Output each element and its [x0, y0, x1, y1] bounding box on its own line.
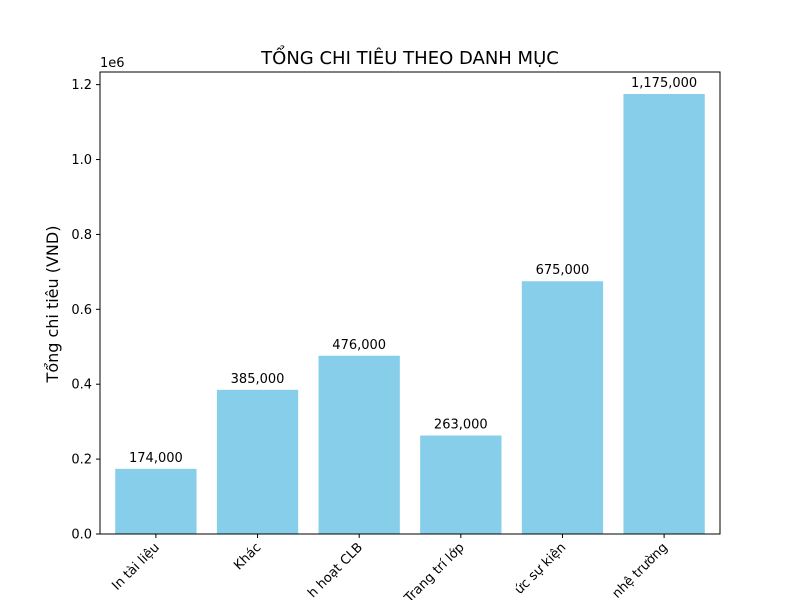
- bar-value-label: 385,000: [231, 372, 285, 387]
- x-tick-label: nhệ trường: [610, 540, 671, 600]
- bar: [216, 389, 299, 534]
- y-tick-label: 1.2: [71, 78, 92, 93]
- bar: [521, 281, 604, 534]
- bar: [420, 435, 502, 534]
- bar-value-label: 675,000: [536, 263, 590, 278]
- x-tick-label: ức sự kiện: [512, 540, 569, 597]
- x-tick-label: Trang trí lớp: [401, 540, 467, 600]
- bar: [318, 355, 400, 534]
- x-tick-label: In tài liệu: [109, 540, 162, 593]
- y-axis-label: Tổng chi tiêu (VND): [43, 226, 62, 384]
- y-tick-label: 0.2: [71, 453, 92, 468]
- plot-area: 0.0 0.2 0.4 0.6 0.8 1.0 1.2 In tài liệu Khác h ho…: [71, 71, 721, 604]
- plot-frame: [99, 71, 721, 535]
- y-tick-label: 0.6: [71, 303, 92, 318]
- x-tick-label: Khác: [231, 540, 264, 573]
- y-tick-label: 1.0: [71, 153, 92, 168]
- bar-value-label: 174,000: [129, 451, 183, 466]
- bar-value-label: 476,000: [332, 338, 386, 353]
- bar-value-label: 263,000: [434, 418, 488, 433]
- y-tick-label: 0.4: [71, 378, 92, 393]
- chart-title: TỔNG CHI TIÊU THEO DANH MỤC: [260, 45, 559, 69]
- bar: [115, 468, 197, 534]
- bar-value-label: 1,175,000: [631, 76, 697, 91]
- y-axis-offset-label: 1e6: [100, 56, 125, 71]
- bar: [623, 94, 705, 534]
- x-tick-label: h hoạt CLB: [305, 540, 366, 600]
- y-tick-label: 0.8: [71, 228, 92, 243]
- y-tick-label: 0.0: [71, 528, 92, 543]
